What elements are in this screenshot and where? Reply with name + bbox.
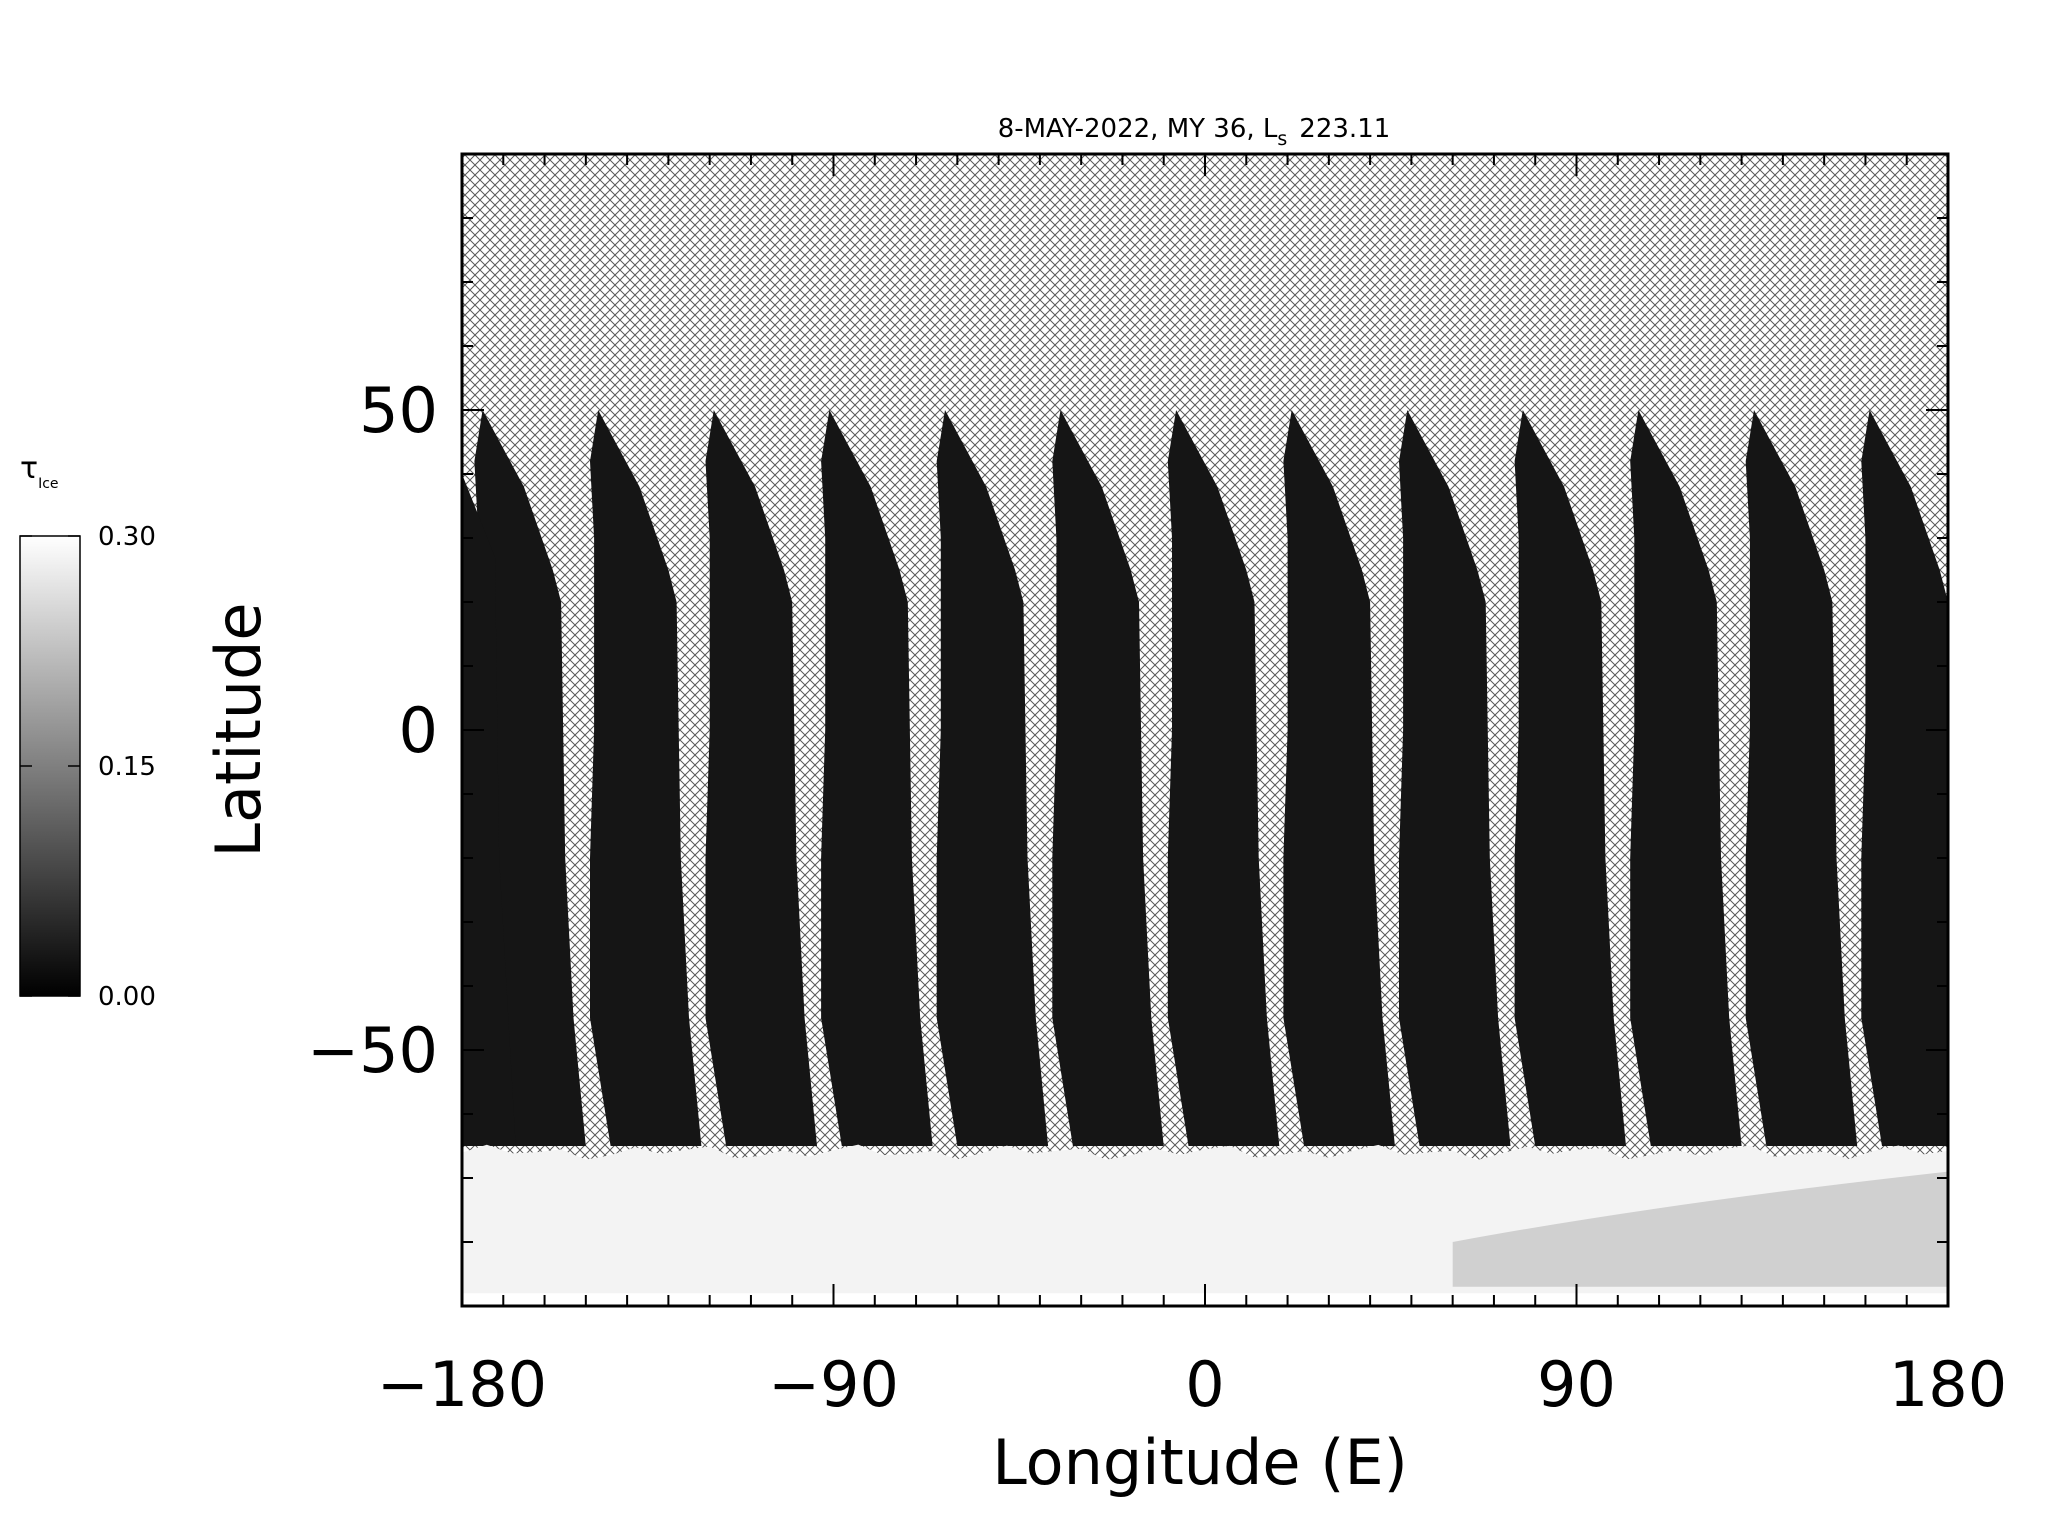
orbit-swath-11 <box>1630 410 1742 1146</box>
chart-title: 8-MAY-2022, MY 36, Ls 223.11 <box>998 114 1391 150</box>
orbit-swath-4 <box>821 410 933 1146</box>
orbit-swaths <box>462 410 1948 1146</box>
orbit-swath-5 <box>936 410 1049 1146</box>
south-polar-cap <box>462 1144 1948 1306</box>
orbit-swath-3 <box>705 410 817 1146</box>
orbit-swath-7 <box>1167 410 1280 1146</box>
colorbar-tick-label: 0.00 <box>98 982 156 1012</box>
polar-cap-mottled <box>1452 1171 1948 1287</box>
y-axis-ticks: −50 0 50 <box>307 153 1948 1307</box>
x-tick-label: 90 <box>1537 1348 1616 1421</box>
title-subscript: s <box>1277 128 1287 150</box>
orbit-swath-2 <box>590 410 702 1146</box>
plot-area <box>460 152 1950 1308</box>
orbit-swath-10 <box>1514 410 1626 1146</box>
orbit-swath-8 <box>1283 410 1395 1146</box>
colorbar-tick-label: 0.30 <box>98 522 156 552</box>
colorbar-tick-label: 0.15 <box>98 752 156 782</box>
x-tick-label: −90 <box>768 1348 899 1421</box>
orbit-swath-edge <box>462 474 516 1146</box>
title-main: 8-MAY-2022, MY 36, L <box>998 114 1278 144</box>
x-tick-label: 0 <box>1185 1348 1224 1421</box>
colorbar-subscript: Ice <box>38 476 58 492</box>
colorbar-ticks: 0.00 0.15 0.30 <box>20 522 156 1012</box>
colorbar-label: τIce <box>20 451 59 492</box>
x-tick-label: 180 <box>1889 1348 2007 1421</box>
orbit-swath-9 <box>1399 410 1511 1146</box>
y-axis-label: Latitude <box>202 602 275 857</box>
colorbar-symbol: τ <box>20 451 38 486</box>
colorbar: τIce 0.00 0.15 0.30 <box>19 451 156 1012</box>
y-tick-label: −50 <box>307 1014 438 1087</box>
x-axis-ticks: −180 −90 0 90 180 <box>377 154 2007 1421</box>
y-tick-label: 0 <box>399 694 438 767</box>
y-tick-label: 50 <box>359 374 438 447</box>
x-tick-label: −180 <box>377 1348 547 1421</box>
title-value: 223.11 <box>1299 114 1390 144</box>
x-axis-label: Longitude (E) <box>992 1426 1408 1499</box>
orbit-swath-13 <box>1861 410 1948 1146</box>
orbit-swath-12 <box>1745 410 1858 1146</box>
orbit-swath-6 <box>1052 410 1164 1146</box>
